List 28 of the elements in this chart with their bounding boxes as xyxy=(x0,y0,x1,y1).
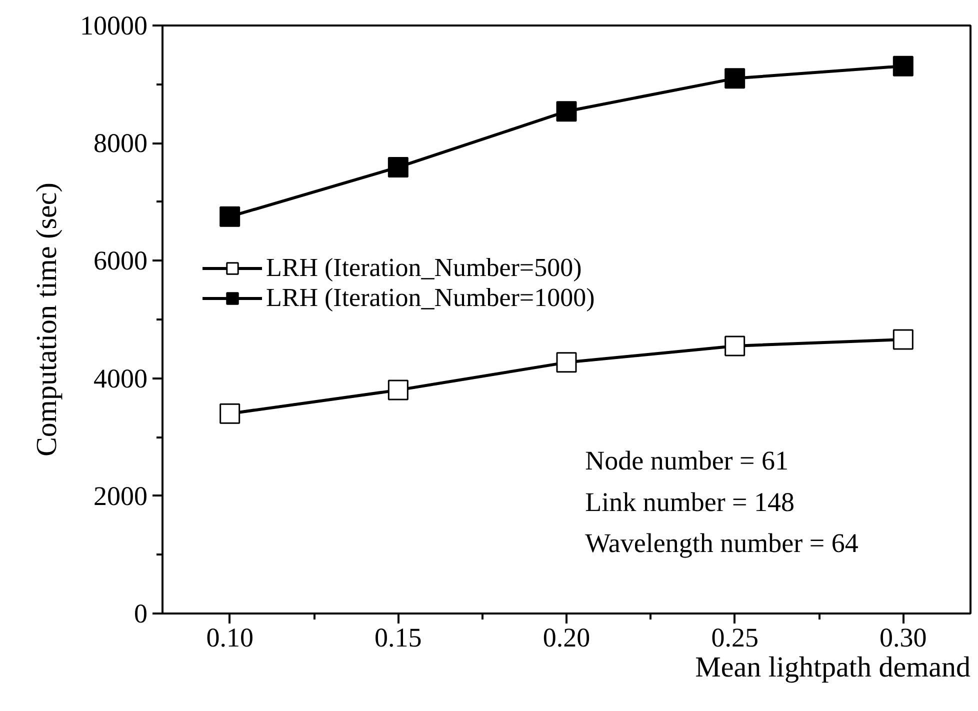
y-tick-label: 4000 xyxy=(94,363,148,394)
point xyxy=(388,156,408,178)
point xyxy=(388,380,408,400)
point xyxy=(556,101,577,122)
x-tick-label: 0.15 xyxy=(374,622,422,652)
legend-label: LRH (Iteration_Number=1000) xyxy=(266,283,595,313)
x-axis-title: Mean lightpath demand xyxy=(695,652,971,684)
y-tick-label: 6000 xyxy=(94,246,148,276)
y-axis-title: Computation time (sec) xyxy=(31,182,63,456)
point xyxy=(220,403,240,424)
annotation: Wavelength number = 64 xyxy=(585,528,859,558)
point xyxy=(724,68,746,89)
legend-label: LRH (Iteration_Number=500) xyxy=(266,253,582,283)
x-tick-label: 0.30 xyxy=(880,622,927,652)
x-tick-label: 0.25 xyxy=(711,622,758,652)
x-tick-label: 0.10 xyxy=(206,622,254,652)
point xyxy=(220,206,240,227)
y-tick-label: 0 xyxy=(134,598,148,628)
x-tick-label: 0.20 xyxy=(542,622,590,652)
annotation: Link number = 148 xyxy=(585,486,795,517)
point xyxy=(892,329,914,350)
annotation: Node number = 61 xyxy=(585,446,789,476)
y-tick-label: 8000 xyxy=(94,128,148,158)
point xyxy=(724,336,746,356)
point xyxy=(892,56,914,76)
y-tick-label: 10000 xyxy=(80,10,148,40)
y-tick-label: 2000 xyxy=(94,480,148,511)
point xyxy=(556,352,577,373)
